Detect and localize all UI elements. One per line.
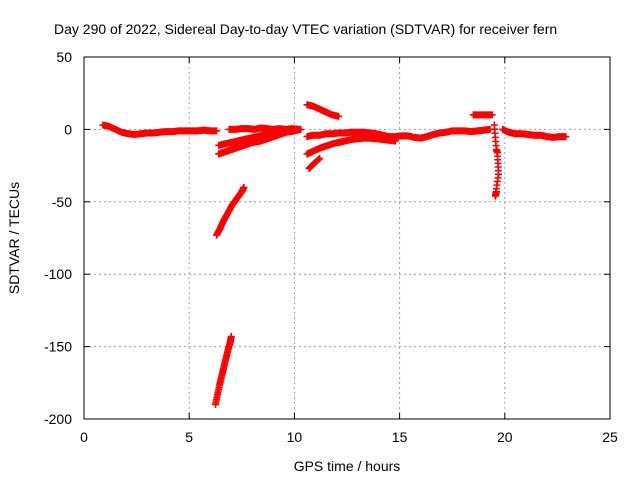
y-tick-label: -200 [44, 411, 72, 427]
series-arc-11 [469, 111, 496, 119]
series-arc-4 [225, 124, 303, 133]
plot-frame [83, 56, 611, 420]
series-arc-10 [305, 154, 324, 172]
series-arc-12 [490, 121, 502, 200]
y-axis-label: SDTVAR / TECUs [6, 182, 22, 294]
data-point [240, 183, 248, 191]
data-point [562, 133, 570, 141]
x-tick-label: 5 [185, 429, 193, 445]
points-layer [99, 101, 570, 409]
y-tick-label: 50 [56, 49, 72, 65]
data-point [492, 188, 500, 196]
data-point [316, 154, 324, 162]
series-arc-1 [99, 121, 221, 138]
data-point [213, 127, 221, 135]
series-arc-9 [303, 125, 494, 142]
y-tick-label: -50 [52, 194, 72, 210]
x-tick-label: 25 [602, 429, 618, 445]
x-tick-label: 20 [497, 429, 513, 445]
data-point [488, 111, 496, 119]
series-arc-13 [499, 125, 570, 141]
data-point [295, 125, 303, 133]
x-tick-label: 0 [80, 429, 88, 445]
data-point [335, 112, 343, 120]
series-arc-5 [213, 183, 248, 239]
y-tick-label: 0 [64, 121, 72, 137]
series-arc-7 [303, 101, 343, 120]
x-axis-label: GPS time / hours [294, 458, 401, 474]
grid-layer [84, 57, 610, 419]
y-tick-label: -100 [44, 266, 72, 282]
tick-label-layer: 0 5 10 15 20 25 -200 -150 -100 -50 0 50 [44, 49, 618, 445]
x-tick-label: 15 [392, 429, 408, 445]
chart-title: Day 290 of 2022, Sidereal Day-to-day VTE… [54, 21, 557, 37]
x-tick-label: 10 [287, 429, 303, 445]
y-tick-label: -150 [44, 339, 72, 355]
data-point [315, 155, 323, 163]
series-arc-6 [212, 332, 235, 409]
data-point [227, 332, 235, 340]
